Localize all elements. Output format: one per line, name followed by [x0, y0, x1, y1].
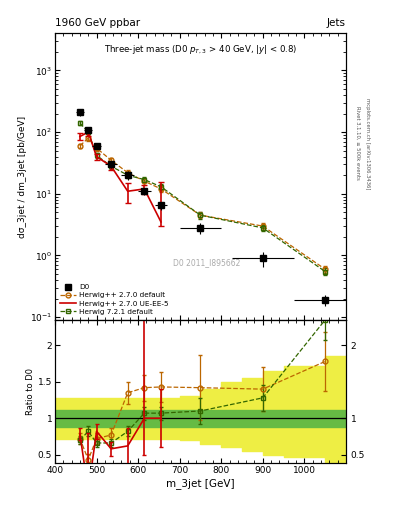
Text: mcplots.cern.ch [arXiv:1306.3436]: mcplots.cern.ch [arXiv:1306.3436] — [365, 98, 371, 189]
Text: D0 2011_I895662: D0 2011_I895662 — [173, 258, 240, 267]
Legend: D0, Herwig++ 2.7.0 default, Herwig++ 2.7.0 UE-EE-5, Herwig 7.2.1 default: D0, Herwig++ 2.7.0 default, Herwig++ 2.7… — [59, 283, 170, 316]
Y-axis label: Ratio to D0: Ratio to D0 — [26, 368, 35, 415]
Text: Jets: Jets — [327, 18, 346, 28]
X-axis label: m_3jet [GeV]: m_3jet [GeV] — [166, 478, 235, 489]
Text: 1960 GeV ppbar: 1960 GeV ppbar — [55, 18, 140, 28]
Text: Three-jet mass (D0 $p_{T,3}$ > 40 GeV, $|y|$ < 0.8): Three-jet mass (D0 $p_{T,3}$ > 40 GeV, $… — [104, 44, 297, 56]
Y-axis label: dσ_3jet / dm_3jet [pb/GeV]: dσ_3jet / dm_3jet [pb/GeV] — [18, 116, 27, 238]
Text: Rivet 3.1.10, ≥ 500k events: Rivet 3.1.10, ≥ 500k events — [356, 106, 361, 180]
